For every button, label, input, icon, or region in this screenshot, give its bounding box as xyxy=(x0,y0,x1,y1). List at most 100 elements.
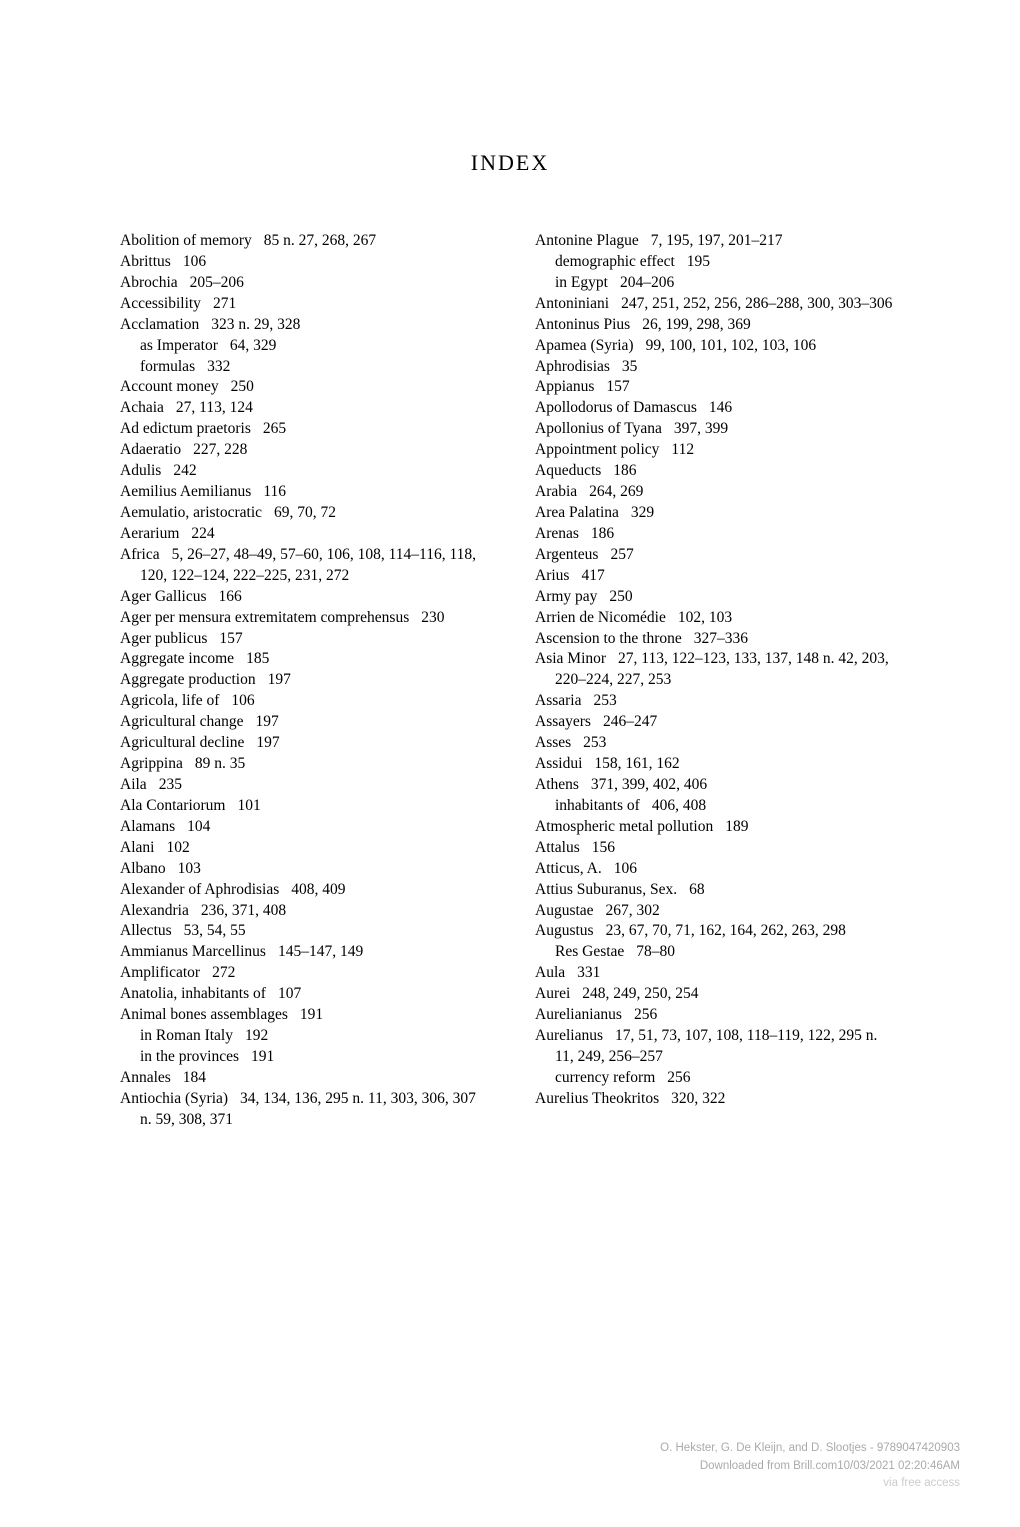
index-entry: Achaia27, 113, 124 xyxy=(120,398,485,419)
entry-term: Aggregate income xyxy=(120,650,234,667)
entry-term: Asses xyxy=(535,734,571,751)
index-entry: Aqueducts186 xyxy=(535,461,900,482)
index-entry: Alani102 xyxy=(120,838,485,859)
index-entry: Animal bones assemblages191 xyxy=(120,1005,485,1026)
entry-term: Albano xyxy=(120,860,166,877)
entry-pages: 99, 100, 101, 102, 103, 106 xyxy=(646,337,817,354)
index-entry: Alexandria236, 371, 408 xyxy=(120,901,485,922)
index-entry: Accessibility271 xyxy=(120,294,485,315)
entry-term: Res Gestae xyxy=(555,943,624,960)
index-entry: Allectus53, 54, 55 xyxy=(120,921,485,942)
entry-term: Alexandria xyxy=(120,902,189,919)
index-entry: Aphrodisias35 xyxy=(535,357,900,378)
index-sub-entry: demographic effect195 xyxy=(535,252,900,273)
entry-pages: 247, 251, 252, 256, 286–288, 300, 303–30… xyxy=(621,295,892,312)
entry-term: Africa xyxy=(120,546,160,563)
entry-term: Ammianus Marcellinus xyxy=(120,943,266,960)
entry-pages: 227, 228 xyxy=(193,441,247,458)
index-entry: Anatolia, inhabitants of107 xyxy=(120,984,485,1005)
entry-pages: 242 xyxy=(173,462,196,479)
entry-term: Abolition of memory xyxy=(120,232,252,249)
index-entry: Agricultural decline197 xyxy=(120,733,485,754)
index-entry: Athens371, 399, 402, 406 xyxy=(535,775,900,796)
entry-pages: 23, 67, 70, 71, 162, 164, 262, 263, 298 xyxy=(606,922,846,939)
index-entry: Aemilius Aemilianus116 xyxy=(120,482,485,503)
entry-pages: 166 xyxy=(219,588,242,605)
index-entry: Aggregate income185 xyxy=(120,649,485,670)
entry-pages: 191 xyxy=(251,1048,274,1065)
entry-term: Aqueducts xyxy=(535,462,601,479)
index-columns: Abolition of memory 85 n. 27, 268, 267 Abr… xyxy=(120,231,900,1131)
entry-term: currency reform xyxy=(555,1069,655,1086)
entry-term: Assayers xyxy=(535,713,591,730)
index-entry: Ala Contariorum101 xyxy=(120,796,485,817)
index-entry: Annales184 xyxy=(120,1068,485,1089)
index-title: INDEX xyxy=(120,150,900,176)
index-entry: Area Palatina329 xyxy=(535,503,900,524)
entry-term: Annales xyxy=(120,1069,171,1086)
entry-pages: 250 xyxy=(609,588,632,605)
entry-term: in Egypt xyxy=(555,274,608,291)
entry-pages: 17, 51, 73, 107, 108, 118–119, 122, 295 … xyxy=(555,1027,877,1065)
index-entry: Ad edictum praetoris265 xyxy=(120,419,485,440)
entry-term: Acclamation xyxy=(120,316,199,333)
index-entry: Appointment policy112 xyxy=(535,440,900,461)
entry-term: Allectus xyxy=(120,922,172,939)
entry-pages: 7, 195, 197, 201–217 xyxy=(651,232,783,249)
entry-pages: 320, 322 xyxy=(671,1090,725,1107)
entry-pages: 89 n. 35 xyxy=(195,755,245,772)
entry-pages: 78–80 xyxy=(636,943,675,960)
entry-term: Animal bones assemblages xyxy=(120,1006,288,1023)
entry-term: inhabitants of xyxy=(555,797,640,814)
index-entry: Aurelianianus256 xyxy=(535,1005,900,1026)
footer-line-3: via free access xyxy=(660,1475,960,1492)
index-entry: Ascension to the throne327–336 xyxy=(535,629,900,650)
entry-pages: 265 xyxy=(263,420,286,437)
entry-term: Aurelianianus xyxy=(535,1006,622,1023)
entry-pages: 230 xyxy=(421,609,444,626)
index-entry: Adulis242 xyxy=(120,461,485,482)
index-entry: Army pay250 xyxy=(535,587,900,608)
entry-term: in the provinces xyxy=(140,1048,239,1065)
entry-pages: 157 xyxy=(219,630,242,647)
index-entry: Alamans104 xyxy=(120,817,485,838)
entry-pages: 26, 199, 298, 369 xyxy=(642,316,751,333)
index-entry: Antoninus Pius26, 199, 298, 369 xyxy=(535,315,900,336)
index-entry: Aurelianus17, 51, 73, 107, 108, 118–119,… xyxy=(535,1026,900,1068)
index-entry: Apollodorus of Damascus146 xyxy=(535,398,900,419)
index-entry: Attalus156 xyxy=(535,838,900,859)
entry-pages: 145–147, 149 xyxy=(278,943,363,960)
entry-pages: 116 xyxy=(263,483,286,500)
entry-term: Ager publicus xyxy=(120,630,207,647)
index-entry: Amplificator272 xyxy=(120,963,485,984)
index-entry: Augustus23, 67, 70, 71, 162, 164, 262, 2… xyxy=(535,921,900,942)
entry-term: Amplificator xyxy=(120,964,200,981)
entry-pages: 253 xyxy=(583,734,606,751)
entry-term: as Imperator xyxy=(140,337,218,354)
index-entry: Aula331 xyxy=(535,963,900,984)
footer-line-1: O. Hekster, G. De Kleijn, and D. Slootje… xyxy=(660,1440,960,1457)
left-column: Abolition of memory 85 n. 27, 268, 267 Abr… xyxy=(120,231,485,1131)
entry-pages: 85 n. 27, 268, 267 xyxy=(264,232,376,249)
entry-term: Adaeratio xyxy=(120,441,181,458)
entry-term: Aila xyxy=(120,776,147,793)
index-entry: Asses 253 xyxy=(535,733,900,754)
index-sub-entry: formulas332 xyxy=(120,357,485,378)
entry-pages: 250 xyxy=(231,378,254,395)
entry-term: Abrittus xyxy=(120,253,171,270)
entry-pages: 408, 409 xyxy=(291,881,345,898)
index-entry: Abrochia205–206 xyxy=(120,273,485,294)
entry-pages: 186 xyxy=(591,525,614,542)
entry-pages: 246–247 xyxy=(603,713,657,730)
entry-term: Arrien de Nicomédie xyxy=(535,609,666,626)
index-entry: Augustae267, 302 xyxy=(535,901,900,922)
entry-pages: 106 xyxy=(614,860,637,877)
index-entry: Arrien de Nicomédie102, 103 xyxy=(535,608,900,629)
entry-pages: 158, 161, 162 xyxy=(594,755,679,772)
index-entry: Appianus157 xyxy=(535,377,900,398)
entry-term: Aggregate production xyxy=(120,671,256,688)
index-entry: Attius Suburanus, Sex.68 xyxy=(535,880,900,901)
entry-term: Ala Contariorum xyxy=(120,797,225,814)
index-entry: Albano103 xyxy=(120,859,485,880)
entry-pages: 224 xyxy=(191,525,214,542)
